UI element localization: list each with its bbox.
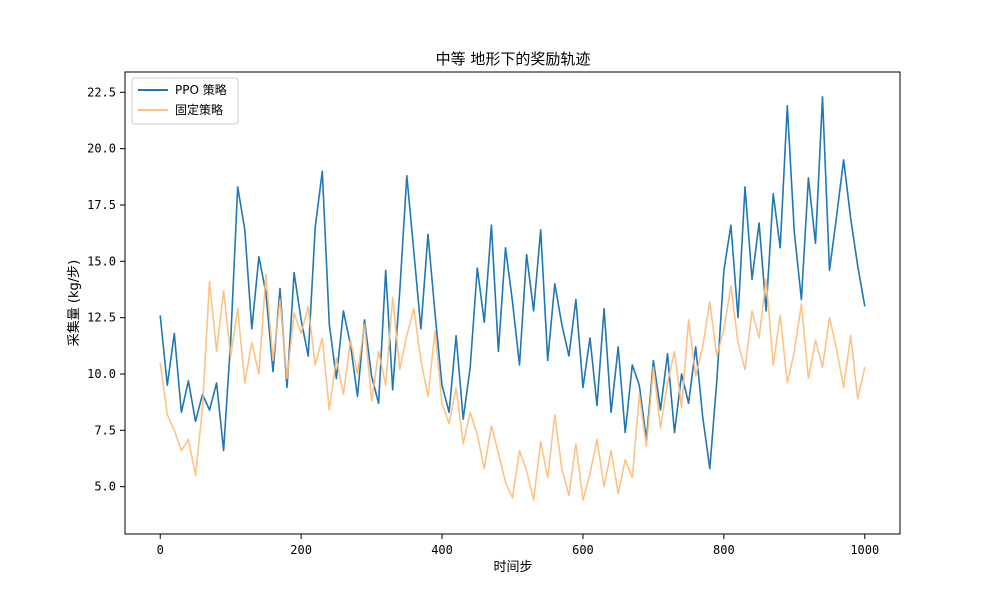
x-tick-label: 800 (713, 543, 735, 557)
x-tick-label: 0 (157, 543, 164, 557)
y-tick-label: 12.5 (87, 311, 116, 325)
x-tick-label: 400 (431, 543, 453, 557)
legend-label-ppo: PPO 策略 (175, 82, 227, 97)
y-tick-label: 10.0 (87, 367, 116, 381)
x-axis: 0 200 400 600 800 1000 (157, 534, 879, 557)
x-tick-label: 200 (290, 543, 312, 557)
plot-frame (124, 71, 901, 535)
y-tick-label: 17.5 (87, 198, 116, 212)
chart-title: 中等 地形下的奖励轨迹 (436, 50, 591, 68)
x-tick-label: 600 (572, 543, 594, 557)
y-tick-label: 7.5 (94, 423, 116, 437)
series-layer (159, 96, 866, 502)
y-tick-label: 20.0 (87, 142, 116, 156)
series-line-1 (159, 273, 866, 502)
y-tick-label: 22.5 (87, 85, 116, 99)
legend: PPO 策略 固定策略 (131, 77, 239, 125)
y-tick-label: 5.0 (94, 480, 116, 494)
y-tick-label: 15.0 (87, 254, 116, 268)
y-axis-label: 采集量 (kg/步) (66, 260, 82, 346)
x-axis-label: 时间步 (493, 560, 532, 575)
y-axis: 5.0 7.5 10.0 12.5 15.0 17.5 20.0 22.5 (87, 85, 125, 494)
x-tick-label: 1000 (850, 543, 879, 557)
legend-label-fixed: 固定策略 (175, 102, 223, 117)
